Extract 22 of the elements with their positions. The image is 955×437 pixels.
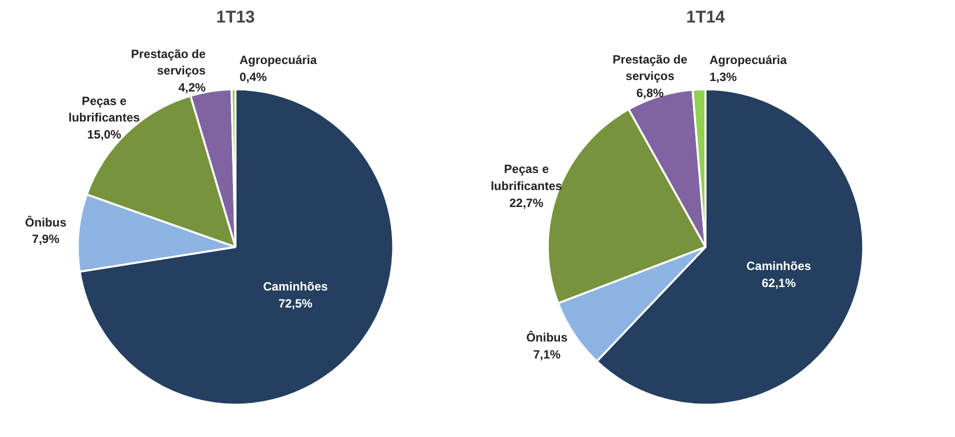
chart-title: 1T14 [686, 8, 726, 26]
data-label: 1,3% [709, 70, 738, 84]
slice-label: Ônibus [25, 215, 67, 230]
chart-title: 1T13 [216, 8, 255, 26]
slice-label: Peças e lubrificantes [490, 162, 562, 193]
slice-label: Caminhões [263, 280, 328, 294]
data-label: 7,1% [533, 347, 561, 362]
data-label: 0,4% [239, 70, 268, 84]
slice-label: Prestação de serviços [612, 52, 688, 84]
data-label: 6,8% [636, 86, 664, 100]
data-label: 72,5% [278, 296, 313, 310]
data-label: 62,1% [762, 276, 796, 290]
slice-label: Agropecuária [239, 53, 318, 68]
slice-label: Peças e lubrificantes [68, 94, 140, 125]
data-label: 4,2% [178, 80, 206, 94]
data-label: 15,0% [87, 127, 122, 142]
slice-label: Agropecuária [709, 53, 788, 68]
data-label: 7,9% [32, 232, 60, 246]
slice-label: Prestação de serviços [130, 46, 206, 78]
slice-label: Ônibus [526, 330, 568, 345]
data-label: 22,7% [509, 196, 544, 210]
slice-label: Caminhões [746, 258, 812, 273]
